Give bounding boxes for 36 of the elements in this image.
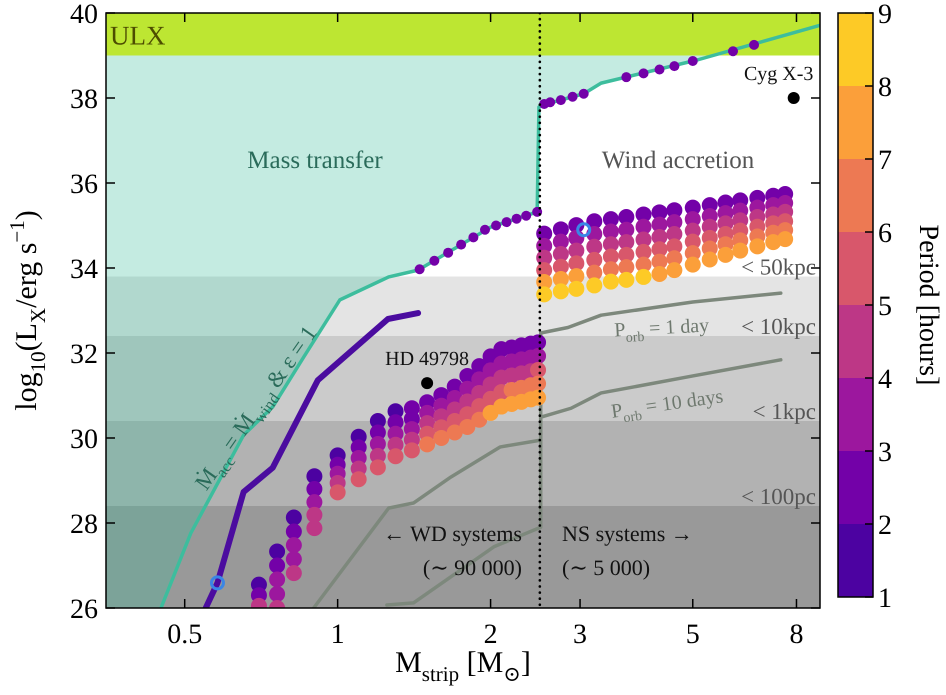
series-label: HD 49798	[385, 348, 470, 370]
annotation: Mass transfer	[247, 147, 384, 174]
y-tick-label: 32	[70, 339, 98, 370]
text: P$_{orb}$ = 10 days	[610, 385, 725, 426]
band-label: ULX	[110, 20, 166, 50]
x-tick-label: 8	[789, 619, 804, 650]
y-tick-label: 40	[70, 0, 98, 30]
series-label: Cyg X-3	[744, 63, 814, 85]
annotation: Wind accretion	[602, 147, 755, 174]
y-tick-label: 28	[70, 509, 98, 540]
band-label: < 100pc	[741, 484, 816, 509]
x-tick-label: 3	[573, 619, 588, 650]
color-bar-label: 6	[878, 218, 892, 249]
x-tick-label: 5	[686, 619, 700, 650]
color-bar-label: 4	[878, 364, 892, 395]
x-tick-label: 1	[330, 619, 345, 650]
color-bar-label: 7	[878, 145, 892, 176]
band-label: < 50kpc	[741, 254, 816, 280]
color-bar-label: 5	[878, 291, 892, 322]
y-tick-label: 30	[70, 424, 98, 455]
color-bar-label: 9	[878, 0, 892, 30]
x-tick-label: 0.5	[167, 619, 202, 650]
y-tick-label: 34	[70, 254, 98, 285]
color-bar-title: Period [hours]	[913, 224, 944, 386]
band-label: < 10kpc	[741, 314, 816, 339]
color-bar-label: 8	[878, 72, 892, 103]
series-label: P$_{orb}$ = 1 day	[614, 314, 710, 346]
y-tick-label: 36	[70, 169, 98, 200]
color-bar-label: 1	[878, 583, 892, 614]
y-tick-label: 38	[70, 84, 98, 115]
color-bar-label: 3	[878, 437, 892, 468]
y-tick-label: 26	[70, 594, 98, 625]
annotation: ← WD systems (∼ 90 000)	[383, 521, 522, 580]
color-bar-label: 2	[878, 510, 892, 541]
annotation: NS systems → (∼ 5 000)	[562, 521, 693, 580]
band-label: < 1kpc	[752, 399, 816, 424]
